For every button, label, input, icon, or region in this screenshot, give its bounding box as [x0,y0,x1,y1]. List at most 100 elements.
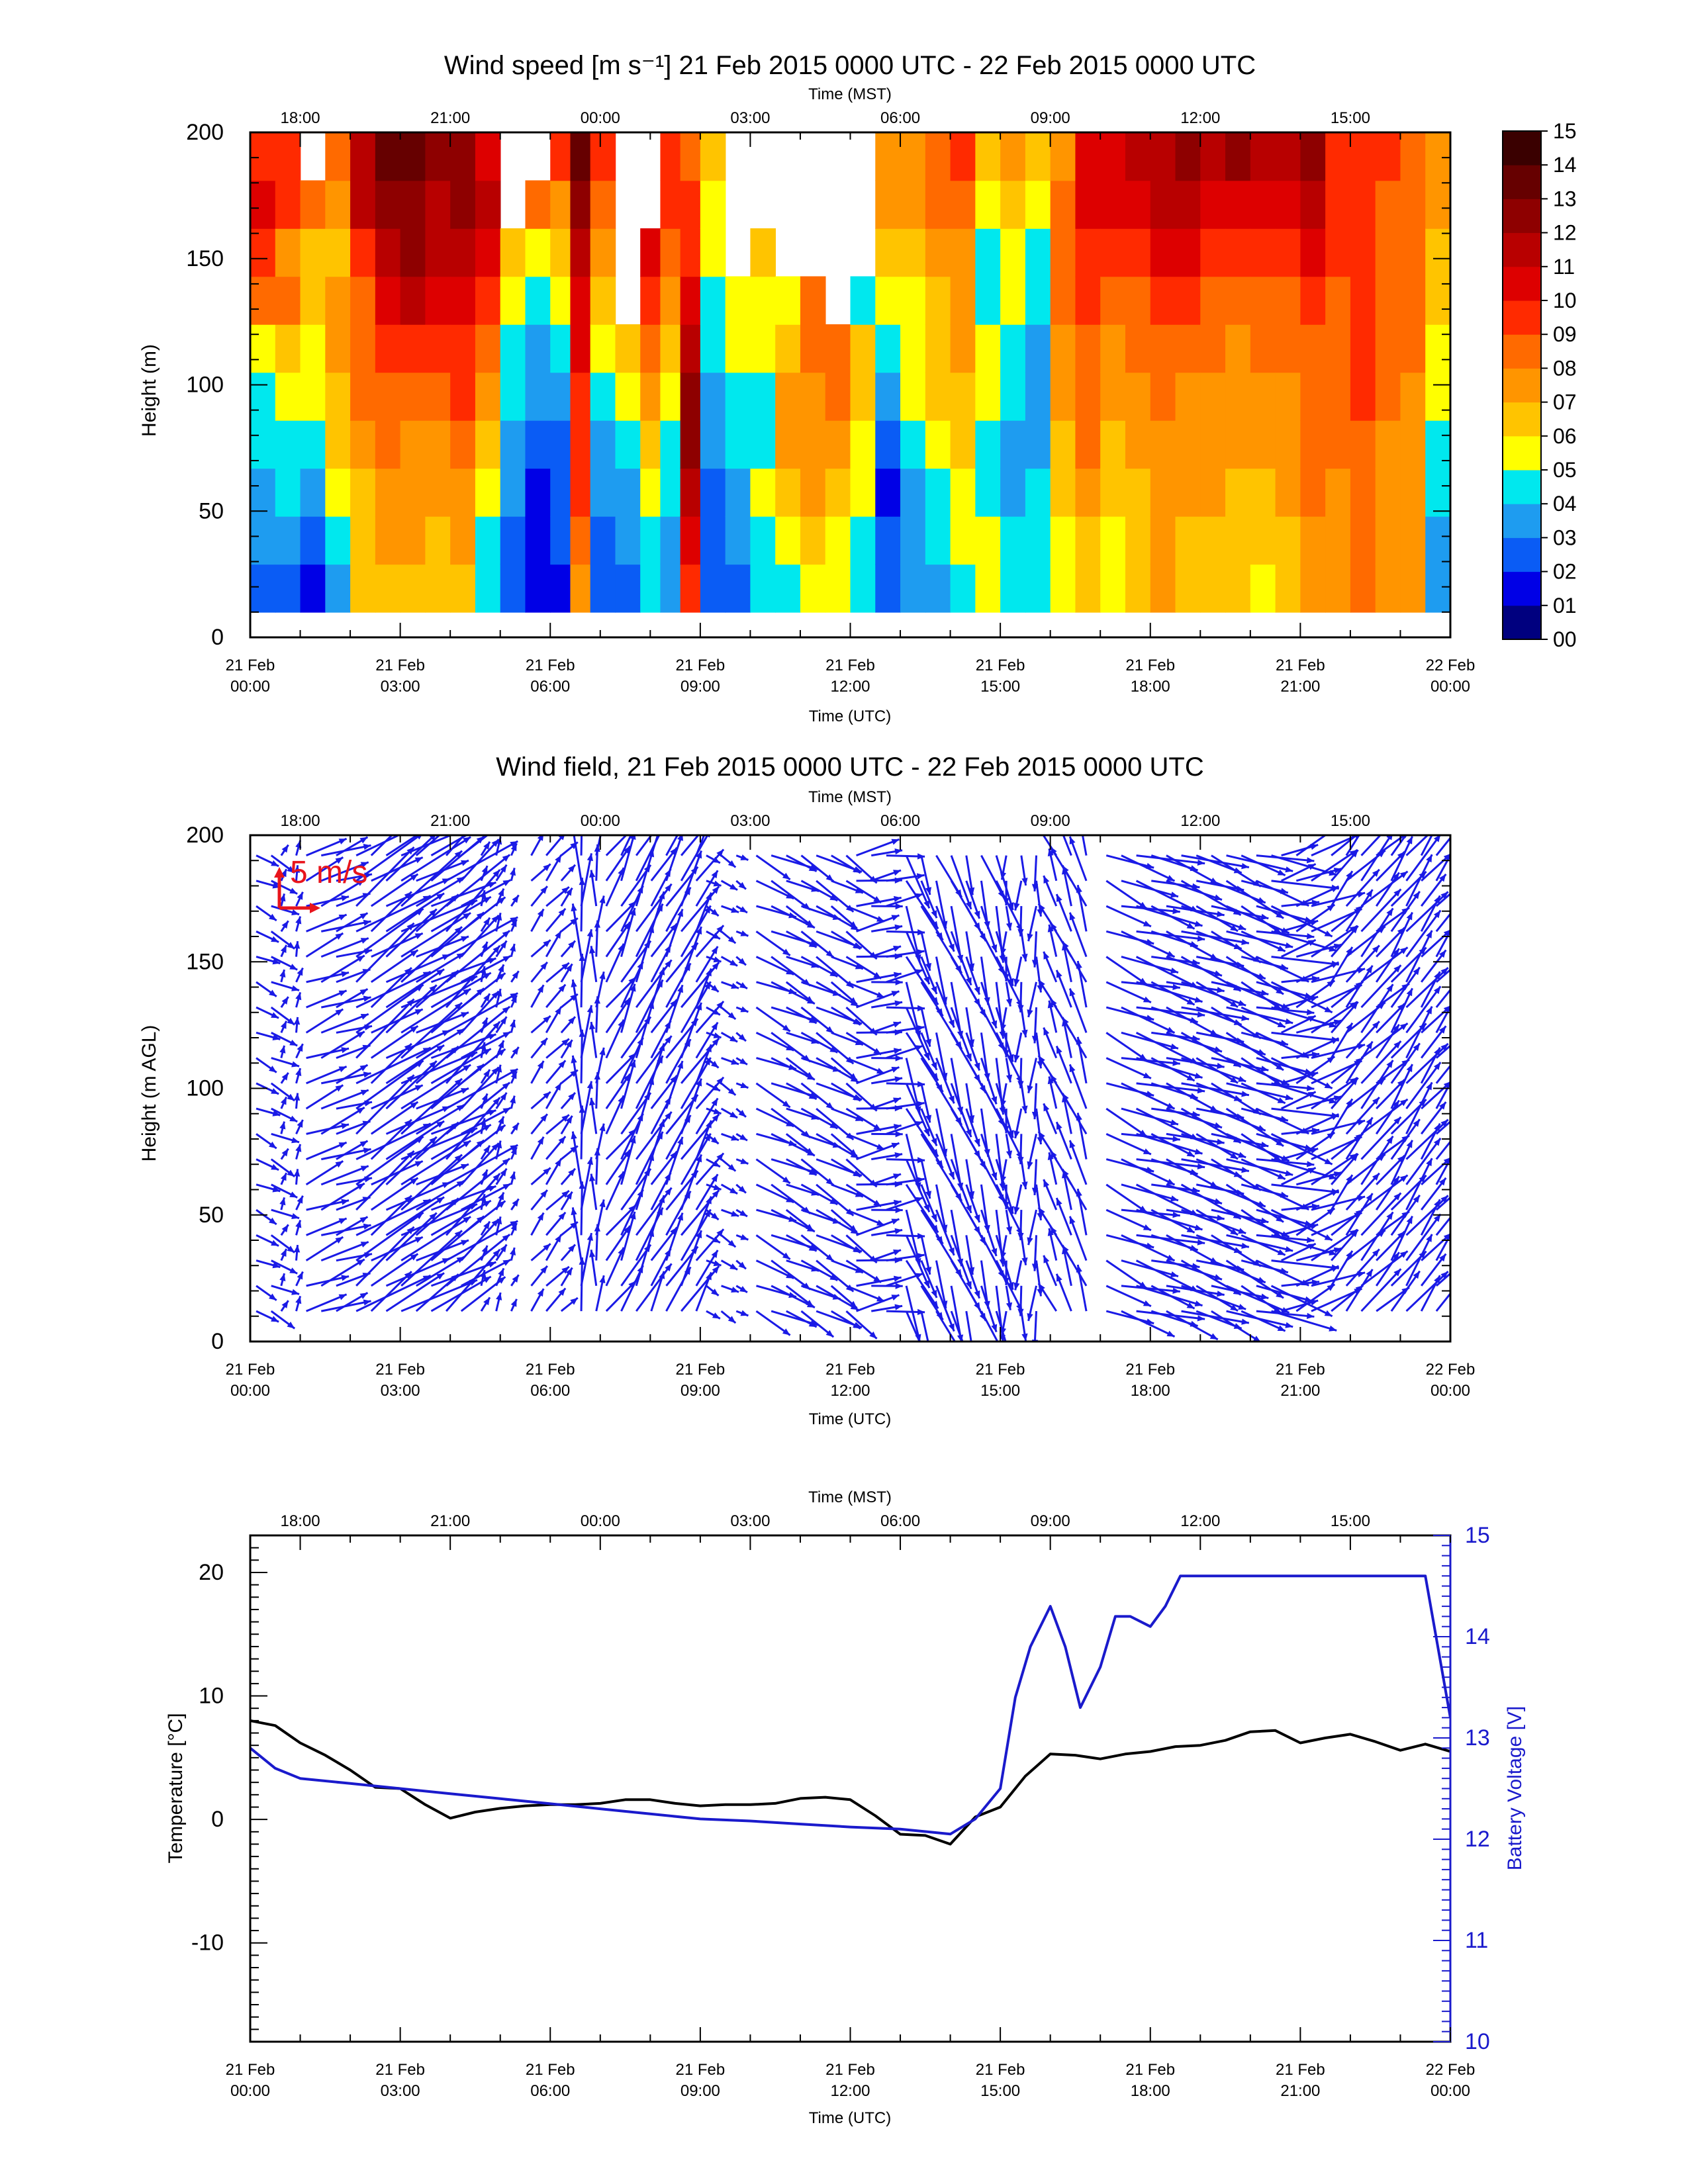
heatmap-cell [1375,132,1401,181]
wind-vector-head [510,1069,518,1075]
wind-vector-head [1027,1085,1033,1093]
wind-vector-head [1311,1127,1320,1134]
heatmap-cell [700,420,726,469]
wind-vector [635,1131,664,1185]
wind-vector-head [711,1250,718,1258]
wind-vector-head [492,1249,500,1257]
wind-vector [1105,1310,1154,1325]
wind-vector-head [1311,1052,1320,1058]
wind-vector-head [1440,1271,1448,1279]
wind-vector-head [1000,872,1007,880]
heatmap-cell [950,516,976,565]
wind-vector [1211,1031,1266,1056]
wind-vector-head [1260,1217,1269,1224]
wind-vector-head [589,1022,596,1030]
heatmap-cell [400,564,426,613]
wind-vector [1211,1259,1266,1284]
heatmap-cell [1050,132,1076,181]
heatmap-cell [640,372,661,421]
heatmap-cell [1050,564,1076,613]
wind-vector-head [1285,1322,1293,1328]
heatmap-cell [1025,564,1051,613]
utc-tick-time: 00:00 [230,2082,270,2100]
heatmap-cell [925,468,951,517]
wind-vector [461,1183,512,1211]
wind-vector-head [999,1183,1006,1191]
wind-vector [1295,1207,1336,1236]
wind-vector [1241,1057,1282,1086]
utc-tick-day: 21 Feb [226,657,275,674]
wind-vector [1241,1259,1289,1274]
heatmap-cell [250,372,276,421]
colorbar-swatch [1503,402,1541,437]
wind-vector [1405,835,1442,882]
wind-vector-head [739,1134,747,1141]
wind-vector [1241,1285,1282,1314]
utc-tick-time: 06:00 [530,1382,570,1400]
vector-scale-key: 5 m/s [274,855,367,913]
wind-vector-head [1466,1253,1473,1261]
wind-vector [680,1265,720,1312]
wind-vector-head [579,1029,585,1037]
wind-vector-head [1399,1175,1408,1183]
temperature-plot-frame [249,1534,1452,2043]
wind-vector-head [454,1154,463,1162]
heatmap-cell [950,132,976,181]
heatmap-cell [1325,468,1351,517]
heatmap-cell [550,228,571,277]
wind-vector [1405,1195,1449,1236]
heatmap-cell [1075,276,1102,325]
wind-vector-head [713,956,722,963]
wind-vector-head [1366,1041,1373,1050]
wind-vector [1256,1031,1309,1059]
heatmap-cell [680,132,701,181]
wind-vector-head [1393,1041,1401,1049]
utc-tick-time: 18:00 [1131,2082,1170,2100]
wind-vector-head [825,1330,834,1338]
temperature-line [250,1719,1450,1846]
heatmap-cell [1000,468,1026,517]
mst-tick-label: 06:00 [880,109,920,127]
wind-vector [1271,1259,1339,1269]
wind-vector-head [279,970,286,978]
y-tick-label: 10 [199,1684,224,1709]
heatmap-cell [300,180,326,229]
wind-vector-head [1454,914,1460,922]
wind-vector-head [1399,1099,1408,1107]
utc-tick-time: 15:00 [980,2082,1020,2100]
wind-vector [1068,1216,1088,1261]
heatmap-cell [475,276,501,325]
heatmap-cell [1150,516,1176,565]
wind-vector-head [782,1252,790,1259]
wind-vector-head [1397,1079,1405,1087]
heatmap-cell [975,564,1001,613]
wind-vector-head [363,1223,371,1230]
heatmap-cell [925,180,951,229]
heatmap-cell [250,228,276,277]
heatmap-cell [570,420,591,469]
utc-tick-time: 15:00 [980,678,1020,696]
heatmap-cell [1250,420,1276,469]
wind-vector-head [1350,925,1358,934]
wind-vector [1225,1285,1290,1314]
heatmap-cell [400,132,426,181]
wind-vector [1295,1056,1336,1085]
wind-vector-head [696,850,702,859]
wind-vector-head [1194,1300,1203,1307]
wind-vector [1136,1082,1205,1093]
wind-vector-head [480,966,487,974]
heatmap-cell [750,420,776,469]
wind-vector-head [1037,1288,1043,1297]
wind-vector [1435,1156,1450,1185]
wind-vector [950,1209,963,1267]
wind-vector [1105,1208,1152,1232]
wind-vector-head [1306,1312,1315,1320]
wind-vector-head [1017,929,1024,936]
wind-vector-head [948,1247,955,1255]
wind-vector [1256,930,1315,938]
wind-vector [1181,930,1250,944]
wind-vector-head [829,1122,838,1129]
wind-vector-head [825,1026,834,1034]
wind-vector-head [1043,1179,1050,1188]
heatmap-cell [1300,564,1326,613]
